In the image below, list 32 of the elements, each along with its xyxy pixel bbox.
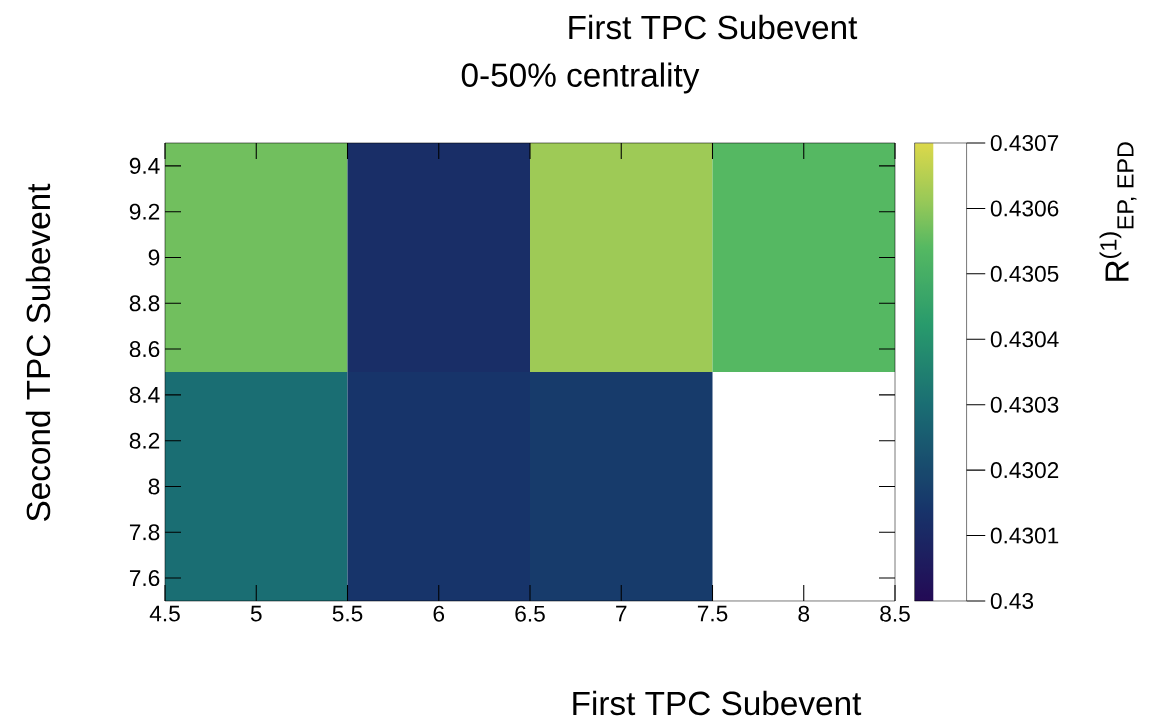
- x-tick-label: 7: [616, 605, 627, 622]
- x-tick-label: 8: [798, 605, 810, 622]
- color-bar-label: 0.43: [990, 592, 1034, 609]
- x-axis-title: First TPC Subevent: [573, 690, 862, 716]
- y-tick-label: 7.6: [129, 570, 160, 587]
- x-tick-label: 8.5: [880, 605, 910, 622]
- y-tick-label: 8.8: [129, 295, 160, 312]
- color-bar-title: R$^{(1)}$EP, EPD: [1099, 142, 1137, 281]
- chart-title: First TPC Subevent: [569, 14, 858, 40]
- x-tick-label: 4.5: [149, 605, 180, 622]
- y-tick-label: 9: [148, 249, 160, 266]
- chart-subtitle: 0-50% centrality: [461, 62, 700, 94]
- x-tick-label: 7.5: [697, 605, 728, 622]
- color-bar-label: 0.4304: [990, 331, 1059, 348]
- color-bar-label: 0.4302: [990, 462, 1059, 479]
- color-bar-label: 0.4301: [990, 527, 1059, 544]
- y-tick-label: 8.2: [129, 432, 160, 449]
- color-bar-label: 0.4306: [990, 200, 1059, 217]
- y-tick-label: 9.4: [129, 157, 160, 174]
- y-tick-label: 9.2: [129, 203, 160, 220]
- y-axis-title: Second TPC Subevent: [25, 183, 51, 522]
- x-tick-label: 6: [433, 605, 445, 622]
- color-bar-label: 0.4307: [990, 134, 1059, 152]
- y-tick-label: 8.4: [129, 386, 160, 403]
- y-tick-label: 8: [148, 478, 160, 495]
- color-bar-label: 0.4305: [990, 265, 1059, 282]
- x-tick-label: 6.5: [515, 605, 545, 622]
- x-tick-label: 5.5: [332, 605, 363, 622]
- y-tick-label: 7.8: [129, 524, 160, 541]
- x-tick-label: 5: [250, 605, 262, 622]
- color-bar-label: 0.4303: [990, 396, 1059, 413]
- y-tick-label: 8.6: [129, 341, 160, 358]
